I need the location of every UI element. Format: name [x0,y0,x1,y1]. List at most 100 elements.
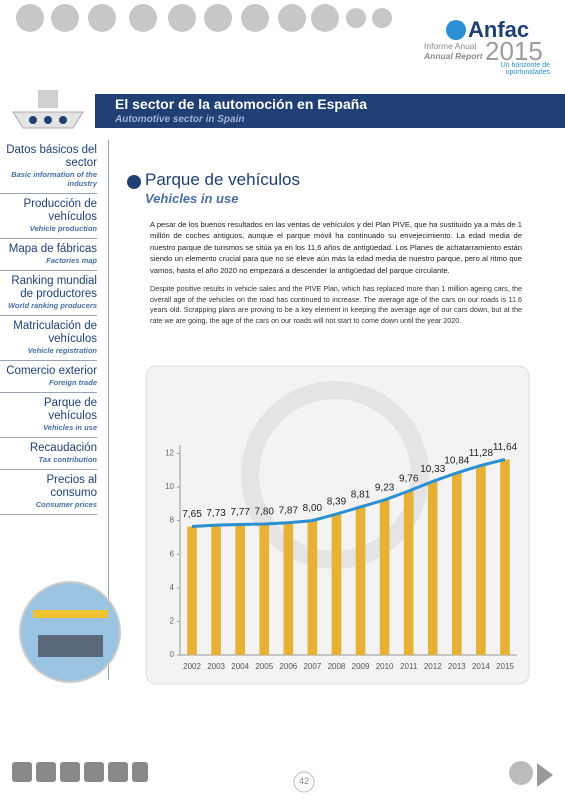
nav-es: Matriculación de vehículos [13,320,97,345]
value-label: 11,28 [469,448,494,459]
bar [355,506,366,655]
bar [403,491,414,655]
bar [283,522,294,655]
y-tick-label: 2 [170,617,175,626]
x-tick-label: 2012 [424,662,442,671]
brand: Anfac [468,17,530,42]
chart: 0 2 4 6 8 10 12 2002 2003 2004 2005 2006 2007 2008 200… [145,365,530,685]
value-label: 7,65 [182,509,202,520]
bar [259,523,270,655]
nav-arrow[interactable] [505,755,555,795]
nav-item[interactable]: Datos básicos del sector Basic informatio… [0,140,97,194]
nav-es: Mapa de fábricas [8,243,97,255]
nav-item[interactable]: Mapa de fábricas Factories map [0,239,97,271]
nav-es: Producción de vehículos [23,198,97,223]
nav-en: World ranking producers [7,301,97,310]
x-tick-label: 2014 [472,662,490,671]
value-label: 9,76 [399,474,419,485]
nav-es: Comercio exterior [6,365,97,377]
banner-title: El sector de la automoción en España [115,96,368,112]
x-tick-label: 2013 [448,662,466,671]
bar [187,526,197,655]
x-tick-label: 2005 [255,662,273,671]
divider [108,140,109,680]
year: 2015 [485,36,543,66]
nav-es: Precios al consumo [46,474,98,499]
bar [500,459,510,655]
bullet [127,175,141,189]
section-title: Parque de vehículos [145,170,300,189]
report-en: Annual Report [424,51,483,61]
banner-icon [12,90,84,129]
nav-en: Basic information of the industry [11,170,97,188]
x-tick-label: 2011 [400,662,418,671]
x-tick-label: 2015 [496,662,514,671]
x-tick-label: 2004 [231,662,249,671]
x-tick-label: 2007 [303,662,321,671]
bar [211,525,221,655]
bar [476,465,486,655]
nav-es: Parque de vehículos [43,397,97,422]
nav-en: Tax contribution [38,455,97,464]
y-tick-label: 10 [165,482,174,491]
y-tick-label: 4 [170,583,175,592]
photo [19,581,121,683]
x-tick-label: 2008 [328,662,346,671]
x-tick-label: 2009 [352,662,370,671]
nav-item[interactable]: Precios al consumo Consumer prices [0,470,97,515]
trend-line [191,457,506,528]
nav-en: Consumer prices [35,500,97,509]
social-icons [12,762,148,782]
value-label: 11,64 [493,442,518,453]
y-tick-label: 0 [170,650,175,659]
paragraph-es: A pesar de los buenos resultados en las … [150,220,522,275]
value-label: 7,87 [279,505,299,516]
banner [95,94,565,128]
value-label: 7,80 [255,507,275,518]
value-label: 7,73 [206,508,226,519]
nav-en: Vehicles in use [43,423,97,432]
value-label: 8,81 [351,490,371,501]
side-nav: Datos básicos del sector Basic informatio… [0,140,97,515]
x-tick-label: 2010 [376,662,394,671]
paragraph-en: Despite positive results in vehicle sale… [150,284,522,325]
x-tick-label: 2006 [279,662,297,671]
y-tick-label: 12 [165,449,174,458]
value-label: 10,33 [420,464,445,475]
nav-item[interactable]: Ranking mundial de productores World rank… [0,271,97,316]
y-tick-label: 8 [170,516,175,525]
bar [379,499,390,655]
y-tick-label: 6 [170,549,175,558]
nav-item[interactable]: Matriculación de vehículos Vehicle regist… [0,316,97,361]
nav-en: Vehicle production [29,224,97,233]
report-es: Informe Anual [424,41,477,51]
page-number: 42 [298,776,309,786]
nav-es: Datos básicos del sector [6,144,97,169]
value-label: 10,84 [444,456,469,467]
value-label: 8,39 [327,497,347,508]
nav-item[interactable]: Recaudación Tax contribution [0,438,97,470]
bar [331,514,342,655]
nav-en: Foreign trade [49,378,97,387]
nav-en: Factories map [46,256,97,265]
bar [452,472,462,655]
x-tick-label: 2003 [207,662,225,671]
value-label: 9,23 [375,483,395,494]
nav-en: Vehicle registration [27,346,97,355]
x-tick-label: 2002 [183,662,201,671]
value-label: 7,77 [230,507,250,518]
nav-item[interactable]: Producción de vehículos Vehicle productio… [0,194,97,239]
bar [235,524,245,655]
bar [427,481,438,655]
nav-item[interactable]: Parque de vehículos Vehicles in use [0,393,97,438]
banner-subtitle: Automotive sector in Spain [115,114,245,125]
top-toolbar [16,4,466,40]
page-circle [293,771,315,793]
bar [307,520,318,655]
tagline: Un horizonte de oportunidades [500,62,550,76]
nav-item[interactable]: Comercio exterior Foreign trade [0,361,97,393]
section-subtitle: Vehicles in use [145,191,239,206]
nav-es: Recaudación [29,442,97,454]
value-label: 8,00 [303,503,323,514]
